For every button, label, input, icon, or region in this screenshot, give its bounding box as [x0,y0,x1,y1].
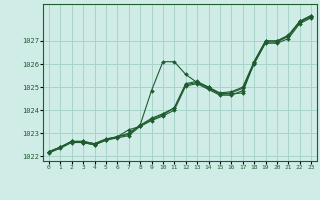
Text: Graphe pression niveau de la mer (hPa): Graphe pression niveau de la mer (hPa) [65,182,255,190]
